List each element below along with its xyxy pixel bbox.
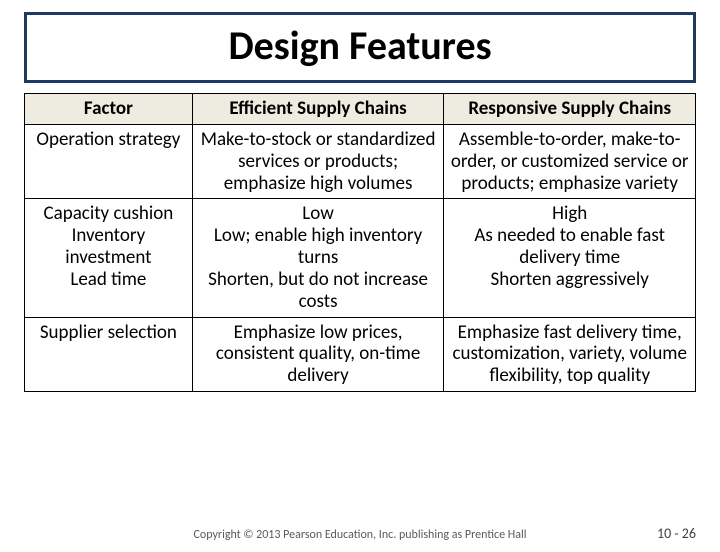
eff-text: Low [199, 203, 438, 225]
design-features-table: Factor Efficient Supply Chains Responsiv… [24, 93, 696, 392]
table-container: Factor Efficient Supply Chains Responsiv… [24, 93, 696, 392]
cell-responsive: Emphasize fast delivery time, customizat… [444, 317, 696, 392]
header-responsive: Responsive Supply Chains [444, 94, 696, 125]
title-container: Design Features [24, 12, 696, 83]
eff-text: Low; enable high inventory turns [199, 225, 438, 269]
resp-text: High [450, 203, 689, 225]
factor-text: Inventory investment [31, 225, 186, 269]
header-efficient: Efficient Supply Chains [192, 94, 444, 125]
cell-efficient-group: Low Low; enable high inventory turns Sho… [192, 199, 444, 317]
cell-responsive-group: High As needed to enable fast delivery t… [444, 199, 696, 317]
page-number: 10 - 26 [657, 525, 696, 542]
table-header-row: Factor Efficient Supply Chains Responsiv… [25, 94, 696, 125]
cell-factor-group: Capacity cushion Inventory investment Le… [25, 199, 193, 317]
resp-text: As needed to enable fast delivery time [450, 225, 689, 269]
cell-efficient: Emphasize low prices, consistent quality… [192, 317, 444, 392]
slide-title: Design Features [27, 21, 693, 70]
table-row: Operation strategy Make-to-stock or stan… [25, 124, 696, 199]
eff-text: Shorten, but do not increase costs [199, 269, 438, 313]
table-row: Capacity cushion Inventory investment Le… [25, 199, 696, 317]
cell-factor: Operation strategy [25, 124, 193, 199]
resp-text: Shorten aggressively [450, 269, 689, 291]
factor-text: Capacity cushion [31, 203, 186, 225]
cell-factor: Supplier selection [25, 317, 193, 392]
cell-responsive: Assemble-to-order, make-to-order, or cus… [444, 124, 696, 199]
header-factor: Factor [25, 94, 193, 125]
factor-text: Lead time [31, 269, 186, 291]
cell-efficient: Make-to-stock or standardized services o… [192, 124, 444, 199]
table-row: Supplier selection Emphasize low prices,… [25, 317, 696, 392]
